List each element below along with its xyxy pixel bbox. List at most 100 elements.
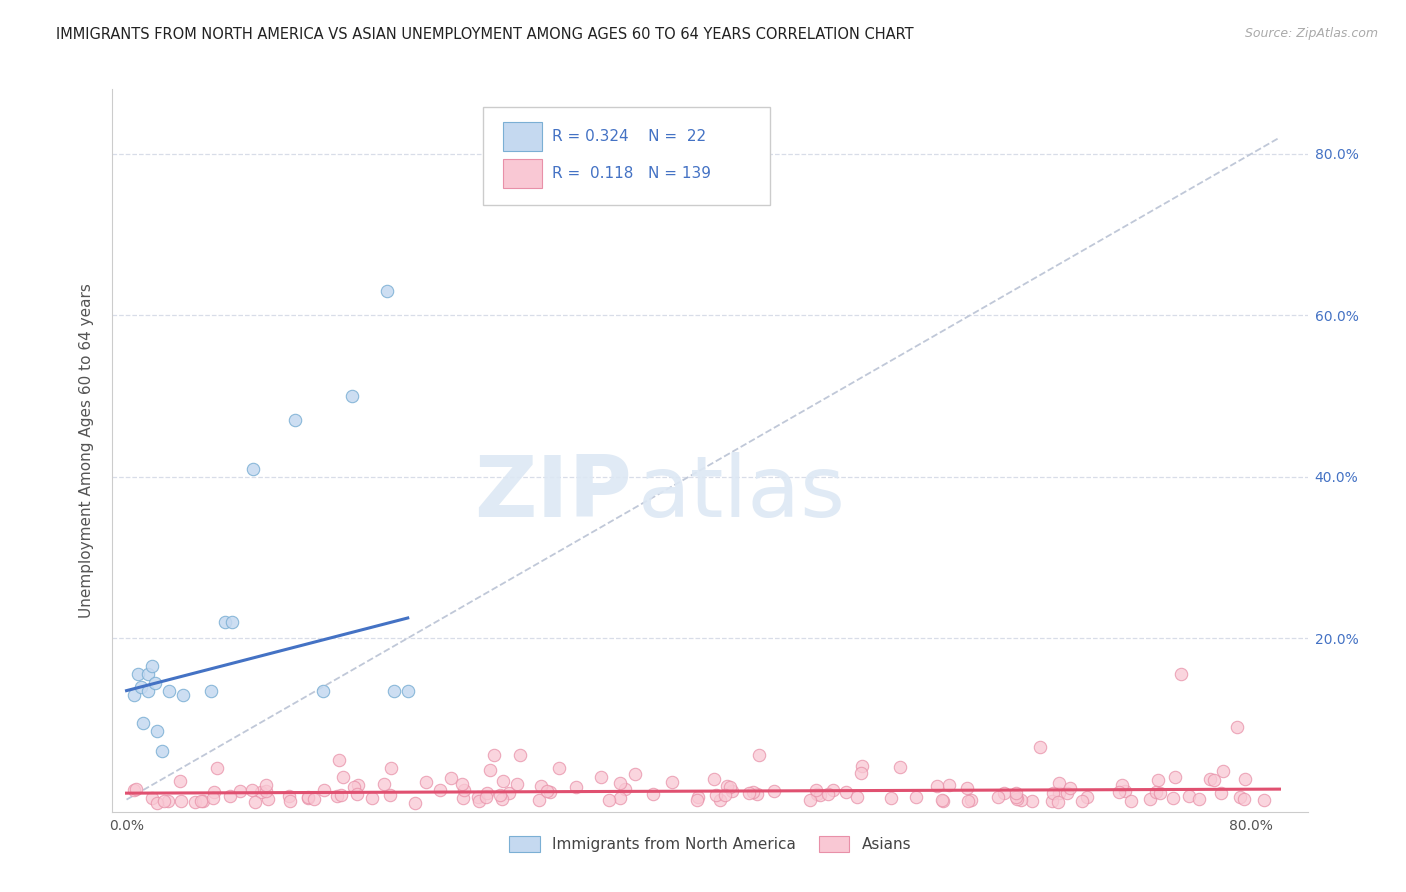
Point (1233, 791, 1256, 805)
Point (242, 461, 264, 475)
Point (1212, 764, 1234, 778)
Point (748, 748, 770, 763)
Point (132, 715, 155, 730)
Point (153, 794, 176, 808)
Point (846, 790, 869, 805)
Point (714, 789, 737, 803)
Point (190, 794, 212, 808)
Point (643, 788, 665, 802)
Point (806, 783, 828, 797)
Point (157, 683, 180, 698)
FancyBboxPatch shape (484, 107, 770, 205)
Point (709, 793, 731, 807)
Point (380, 761, 402, 775)
Point (808, 788, 831, 802)
Point (927, 779, 949, 793)
Point (609, 790, 631, 805)
Point (721, 784, 744, 798)
Text: atlas: atlas (638, 452, 846, 535)
Point (821, 782, 844, 797)
Point (482, 748, 505, 763)
Point (314, 782, 336, 797)
Point (1178, 789, 1201, 803)
Point (1029, 740, 1052, 755)
Point (1202, 772, 1225, 787)
Point (250, 785, 273, 799)
Point (747, 787, 769, 801)
Point (1046, 795, 1069, 809)
Point (170, 793, 193, 807)
Point (1114, 783, 1136, 797)
Point (834, 784, 856, 798)
Point (467, 790, 489, 805)
Point (136, 667, 159, 681)
Point (527, 793, 550, 807)
Point (380, 788, 402, 802)
Legend: Immigrants from North America, Asians: Immigrants from North America, Asians (503, 830, 917, 858)
Point (1144, 784, 1167, 798)
Point (1209, 786, 1232, 800)
Point (589, 770, 612, 784)
Point (361, 791, 384, 805)
Point (1233, 772, 1256, 786)
Point (297, 790, 319, 805)
Point (491, 774, 513, 789)
Point (1187, 792, 1209, 806)
Point (141, 659, 163, 673)
Point (191, 794, 214, 808)
Point (475, 786, 498, 800)
Point (1042, 786, 1064, 800)
Point (609, 775, 631, 789)
Point (440, 771, 463, 785)
Point (548, 761, 571, 775)
FancyBboxPatch shape (503, 121, 541, 151)
Point (931, 793, 953, 807)
Point (718, 780, 741, 795)
Point (738, 786, 761, 800)
Point (396, 683, 419, 698)
Point (1147, 773, 1170, 788)
Point (1005, 792, 1028, 806)
Point (141, 790, 163, 805)
Point (661, 774, 683, 789)
Point (1047, 776, 1070, 790)
Point (150, 744, 173, 758)
Point (343, 780, 366, 795)
Point (506, 777, 529, 791)
Point (623, 766, 645, 780)
Point (889, 760, 911, 774)
Point (960, 793, 983, 807)
Point (880, 790, 903, 805)
Point (806, 787, 828, 801)
Point (1198, 772, 1220, 786)
Point (347, 778, 370, 792)
Point (278, 794, 301, 808)
Point (1010, 792, 1032, 806)
FancyBboxPatch shape (503, 160, 541, 188)
Point (498, 786, 520, 800)
Point (1121, 794, 1143, 808)
Point (956, 781, 979, 796)
Point (614, 781, 637, 796)
Point (489, 788, 512, 802)
Point (127, 667, 149, 681)
Point (257, 792, 280, 806)
Point (688, 789, 710, 804)
Point (1071, 794, 1094, 808)
Point (478, 764, 501, 778)
Point (685, 793, 707, 807)
Point (382, 683, 405, 698)
Text: Source: ZipAtlas.com: Source: ZipAtlas.com (1244, 27, 1378, 40)
Point (741, 785, 763, 799)
Point (763, 784, 786, 798)
Point (129, 680, 152, 694)
Point (297, 789, 319, 804)
Point (328, 753, 350, 767)
Point (849, 766, 872, 780)
Point (1040, 794, 1063, 808)
Point (143, 675, 166, 690)
Point (851, 759, 873, 773)
Point (254, 783, 277, 797)
Point (375, 284, 398, 298)
Point (1005, 790, 1028, 805)
